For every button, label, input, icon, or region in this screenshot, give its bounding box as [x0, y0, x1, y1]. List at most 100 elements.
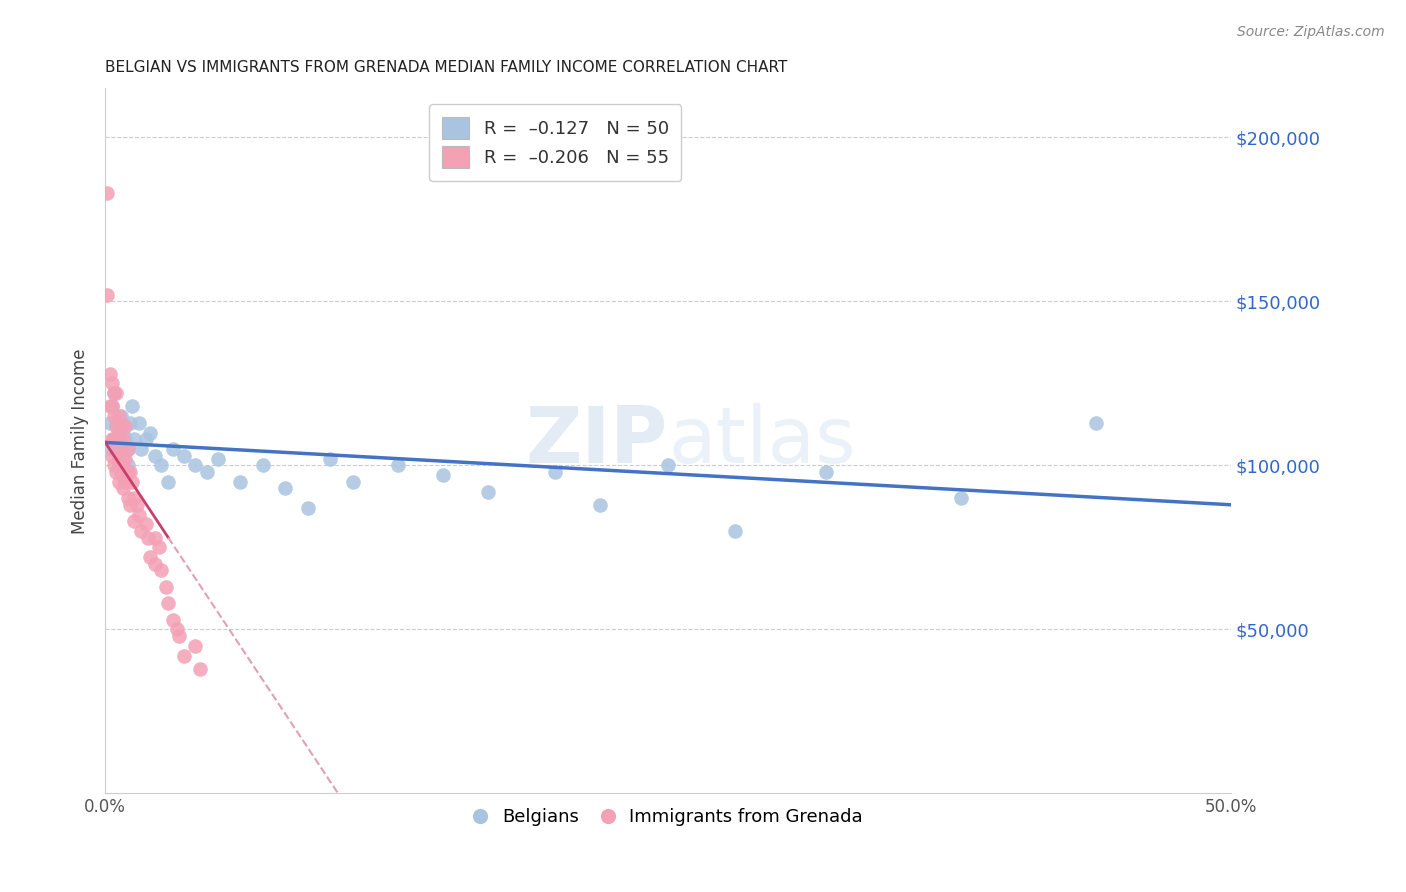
- Point: [143, 557, 166, 571]
- Point: [162, 442, 184, 456]
- Point: [117, 458, 139, 473]
- Point: [135, 517, 157, 532]
- Point: [96, 186, 118, 201]
- Point: [129, 524, 152, 538]
- Point: [173, 449, 195, 463]
- Point: [103, 432, 125, 446]
- Point: [657, 458, 679, 473]
- Text: BELGIAN VS IMMIGRANTS FROM GRENADA MEDIAN FAMILY INCOME CORRELATION CHART: BELGIAN VS IMMIGRANTS FROM GRENADA MEDIA…: [105, 60, 787, 75]
- Point: [114, 419, 136, 434]
- Point: [139, 425, 162, 440]
- Point: [105, 386, 128, 401]
- Point: [105, 465, 128, 479]
- Point: [949, 491, 972, 506]
- Point: [110, 442, 132, 456]
- Point: [297, 501, 319, 516]
- Text: atlas: atlas: [668, 403, 855, 479]
- Point: [173, 648, 195, 663]
- Point: [274, 481, 297, 495]
- Point: [195, 465, 218, 479]
- Point: [107, 432, 129, 446]
- Point: [135, 432, 157, 446]
- Point: [114, 475, 136, 489]
- Point: [342, 475, 364, 489]
- Point: [432, 468, 454, 483]
- Point: [105, 419, 128, 434]
- Point: [128, 508, 150, 522]
- Point: [143, 531, 166, 545]
- Point: [121, 400, 143, 414]
- Point: [157, 596, 180, 610]
- Point: [98, 416, 121, 430]
- Point: [136, 531, 159, 545]
- Point: [101, 400, 124, 414]
- Point: [110, 419, 132, 434]
- Point: [110, 465, 132, 479]
- Point: [387, 458, 409, 473]
- Point: [112, 432, 135, 446]
- Point: [148, 541, 170, 555]
- Point: [101, 432, 124, 446]
- Point: [169, 629, 191, 643]
- Point: [252, 458, 274, 473]
- Point: [101, 449, 124, 463]
- Point: [112, 449, 135, 463]
- Point: [157, 475, 180, 489]
- Point: [105, 419, 128, 434]
- Point: [207, 451, 229, 466]
- Point: [107, 432, 129, 446]
- Point: [150, 563, 173, 577]
- Point: [166, 623, 188, 637]
- Y-axis label: Median Family Income: Median Family Income: [72, 348, 89, 533]
- Point: [188, 662, 211, 676]
- Point: [114, 471, 136, 485]
- Point: [110, 451, 132, 466]
- Point: [107, 458, 129, 473]
- Point: [114, 432, 136, 446]
- Text: ZIP: ZIP: [526, 403, 668, 479]
- Point: [139, 550, 162, 565]
- Point: [98, 400, 121, 414]
- Point: [589, 498, 612, 512]
- Point: [814, 465, 837, 479]
- Legend: Belgians, Immigrants from Grenada: Belgians, Immigrants from Grenada: [465, 801, 870, 834]
- Point: [117, 491, 139, 506]
- Point: [107, 475, 129, 489]
- Point: [477, 484, 499, 499]
- Point: [112, 458, 135, 473]
- Point: [112, 481, 135, 495]
- Point: [124, 432, 146, 446]
- Point: [112, 458, 135, 473]
- Point: [184, 458, 207, 473]
- Point: [124, 514, 146, 528]
- Point: [117, 442, 139, 456]
- Point: [110, 432, 132, 446]
- Point: [229, 475, 252, 489]
- Point: [103, 386, 125, 401]
- Point: [103, 432, 125, 446]
- Point: [544, 465, 567, 479]
- Point: [105, 435, 128, 450]
- Point: [101, 400, 124, 414]
- Point: [103, 386, 125, 401]
- Point: [118, 498, 141, 512]
- Point: [162, 613, 184, 627]
- Point: [114, 451, 136, 466]
- Point: [184, 639, 207, 653]
- Point: [103, 458, 125, 473]
- Point: [107, 409, 129, 424]
- Point: [125, 498, 148, 512]
- Point: [112, 425, 135, 440]
- Point: [129, 442, 152, 456]
- Point: [105, 442, 128, 456]
- Point: [101, 376, 124, 391]
- Point: [1084, 416, 1107, 430]
- Point: [107, 451, 129, 466]
- Point: [143, 449, 166, 463]
- Point: [128, 416, 150, 430]
- Text: Source: ZipAtlas.com: Source: ZipAtlas.com: [1237, 25, 1385, 39]
- Point: [103, 409, 125, 424]
- Point: [110, 409, 132, 424]
- Point: [155, 580, 177, 594]
- Point: [121, 475, 143, 489]
